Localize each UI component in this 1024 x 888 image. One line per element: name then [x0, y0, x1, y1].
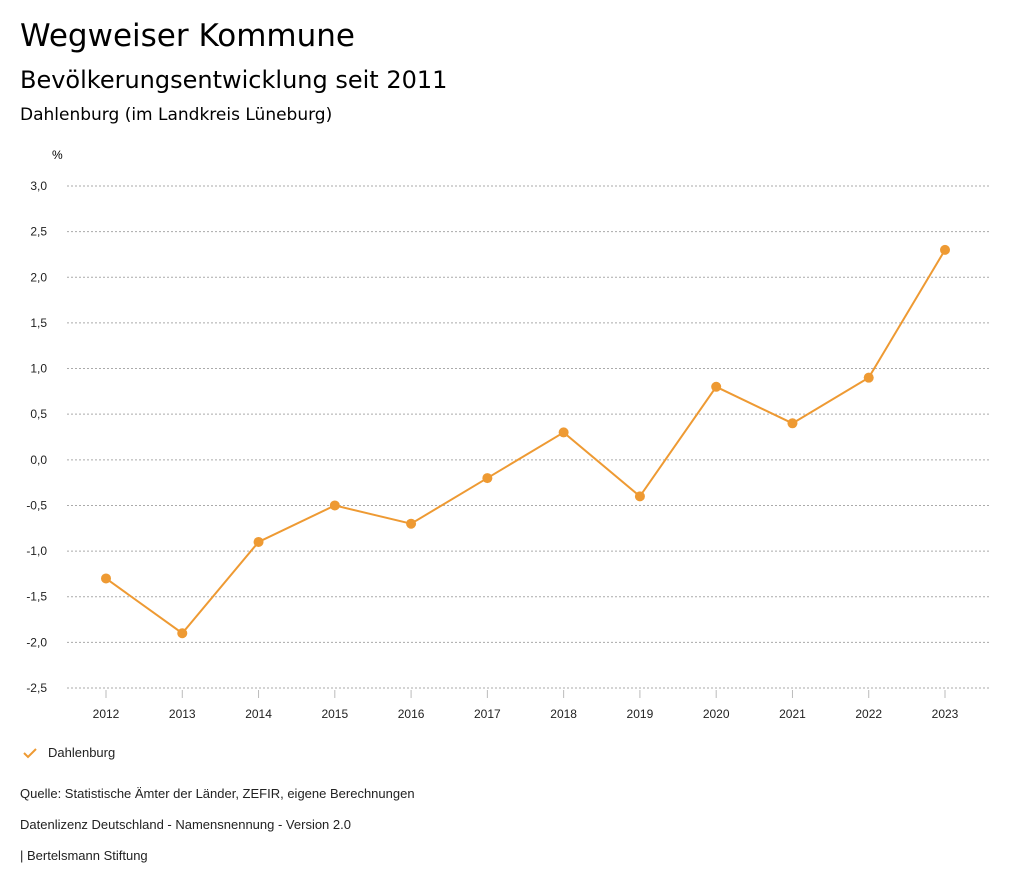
region-label: Dahlenburg (im Landkreis Lüneburg) — [20, 105, 333, 125]
y-tick-label: -2,0 — [26, 635, 47, 649]
organization-note: | Bertelsmann Stiftung — [20, 848, 148, 863]
line-chart: % 3,0 2,5 2,0 1,5 1,0 0,5 0,0 -0,5 -1,0 -1,5 -2,0 -… — [26, 148, 990, 721]
data-point — [406, 518, 417, 529]
x-tick-label: 2016 — [398, 707, 425, 721]
data-point — [787, 418, 798, 429]
x-tick-label: 2018 — [550, 707, 577, 721]
x-tick-label: 2020 — [703, 707, 730, 721]
y-tick-label: 2,5 — [30, 225, 47, 239]
y-tick-label: -1,5 — [26, 590, 47, 604]
y-tick-label: 0,0 — [30, 453, 47, 467]
legend-item-dahlenburg[interactable]: Dahlenburg — [22, 745, 115, 760]
license-note: Datenlizenz Deutschland - Namensnennung … — [20, 817, 351, 832]
data-point — [177, 628, 188, 639]
data-point — [863, 372, 874, 383]
x-tick-label: 2014 — [245, 707, 272, 721]
y-tick-label: 1,0 — [30, 362, 47, 376]
y-tick-label: -0,5 — [26, 498, 47, 512]
data-point — [253, 536, 264, 547]
data-point — [482, 473, 493, 484]
series-line — [105, 249, 946, 635]
y-tick-label: 0,5 — [30, 407, 47, 421]
x-tick-label: 2022 — [855, 707, 882, 721]
y-tick-label: 2,0 — [30, 270, 47, 284]
data-point — [634, 491, 645, 502]
chart-subtitle: Bevölkerungsentwicklung seit 2011 — [20, 66, 448, 94]
x-tick-label: 2019 — [627, 707, 654, 721]
x-tick-label: 2012 — [93, 707, 120, 721]
x-tick-label: 2023 — [932, 707, 959, 721]
data-point — [940, 244, 950, 255]
y-tick-label: -2,5 — [26, 681, 47, 695]
data-point — [329, 500, 340, 511]
source-note: Quelle: Statistische Ämter der Länder, Z… — [20, 786, 415, 801]
x-tick-label: 2013 — [169, 707, 196, 721]
data-point — [101, 573, 111, 584]
x-tick-label: 2015 — [321, 707, 348, 721]
data-point — [558, 427, 569, 438]
y-tick-label: -1,0 — [26, 544, 47, 558]
data-point — [711, 381, 722, 392]
y-tick-label: 3,0 — [30, 179, 47, 193]
x-tick-label: 2021 — [779, 707, 806, 721]
legend-label: Dahlenburg — [48, 745, 116, 760]
y-axis-label: % — [52, 148, 63, 162]
y-tick-label: 1,5 — [30, 316, 47, 330]
page-title: Wegweiser Kommune — [20, 18, 355, 54]
check-icon — [23, 747, 37, 758]
x-tick-label: 2017 — [474, 707, 501, 721]
